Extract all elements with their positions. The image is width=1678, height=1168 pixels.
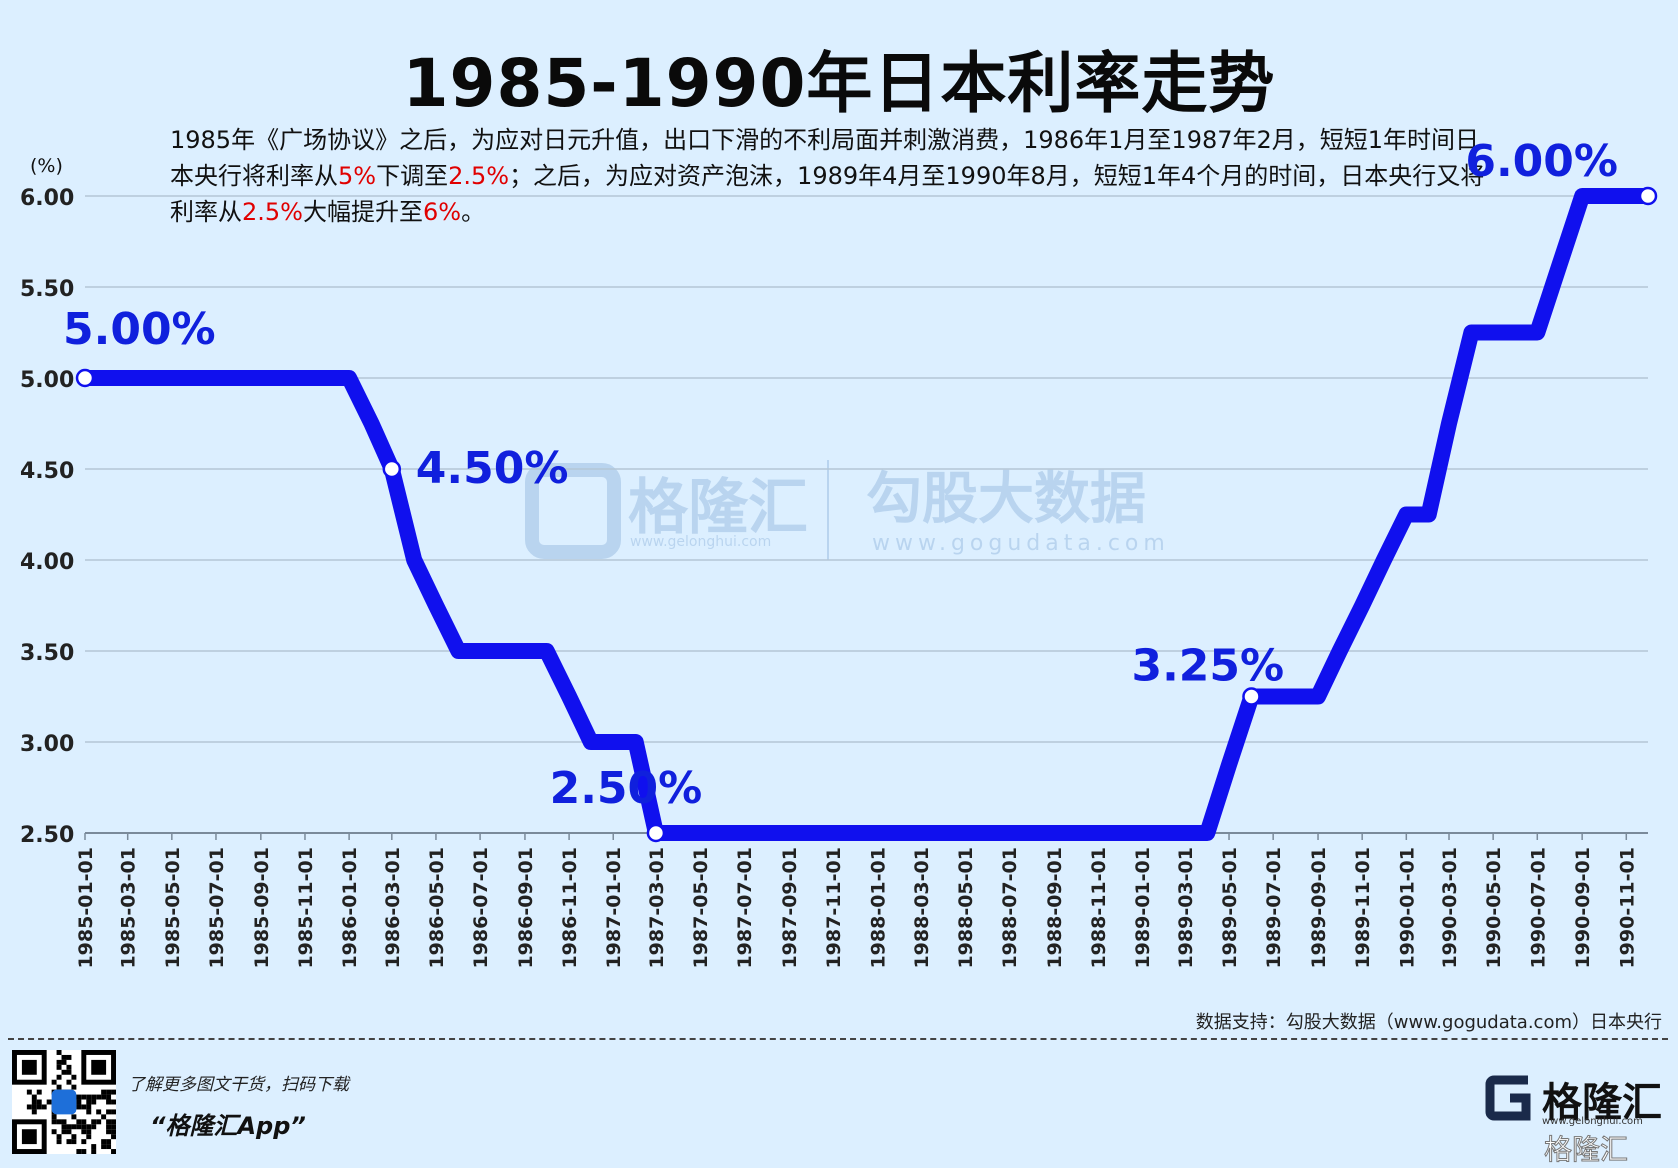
- data-label: 2.50%: [550, 763, 703, 814]
- x-tick-label: 1985-07-01: [206, 847, 228, 969]
- watermark-logo-icon: [525, 463, 621, 559]
- data-labels: 5.00% 4.50% 2.50% 3.25% 6.00%: [63, 136, 1618, 814]
- y-tick-label: 2.50: [20, 823, 74, 848]
- x-tick-label: 1986-11-01: [559, 847, 581, 969]
- footer-app-name: “格隆汇App”: [150, 1112, 306, 1140]
- chart-title: 1985-1990年日本利率走势: [402, 45, 1276, 122]
- description-text: 下调至: [376, 162, 449, 190]
- description-text: 大幅提升至: [302, 198, 423, 226]
- description-highlight: 5%: [338, 162, 377, 190]
- brand-name-watermark: 格隆汇: [1543, 1133, 1629, 1167]
- brand-logo-icon: [1485, 1075, 1531, 1121]
- x-tick-label: 1990-01-01: [1396, 847, 1418, 969]
- description-highlight: 2.5%: [448, 162, 510, 190]
- watermark: 格隆汇 www.gelonghui.com 勾股大数据 www.gogudata…: [525, 460, 1170, 560]
- x-tick-label: 1988-05-01: [955, 847, 977, 969]
- x-tick-label: 1986-07-01: [470, 847, 492, 969]
- x-tick-label: 1987-11-01: [823, 847, 845, 969]
- x-tick-label: 1989-09-01: [1308, 847, 1330, 969]
- y-axis-ticks: 2.50 3.00 3.50 4.00 4.50 5.00 5.50 6.00: [20, 186, 74, 848]
- brand-logo: 格隆汇 www.gelonghui.com 格隆汇: [1484, 1070, 1664, 1167]
- x-tick-label: 1990-05-01: [1483, 847, 1505, 969]
- y-tick-label: 6.00: [20, 186, 74, 211]
- y-tick-label: 5.50: [20, 277, 74, 302]
- data-point-marker: [646, 823, 666, 843]
- description-highlight: 6%: [422, 198, 462, 226]
- x-tick-label: 1985-05-01: [162, 847, 184, 969]
- y-tick-label: 5.00: [20, 368, 74, 393]
- y-tick-label: 3.50: [20, 641, 74, 666]
- watermark-data-brand: 勾股大数据: [866, 467, 1146, 532]
- footer-tagline: 了解更多图文干货，扫码下载: [128, 1075, 349, 1095]
- chart-description: 1985年《广场协议》之后，为应对日元升值，出口下滑的不利局面并刺激消费，198…: [170, 122, 1500, 230]
- watermark-data-url: www.gogudata.com: [872, 531, 1170, 556]
- data-point-marker: [75, 368, 95, 388]
- x-tick-label: 1985-09-01: [251, 847, 273, 969]
- footer-divider: [8, 1038, 1668, 1040]
- x-tick-label: 1986-05-01: [426, 847, 448, 969]
- x-tick-label: 1988-11-01: [1088, 847, 1110, 969]
- description-text: 。: [461, 198, 486, 226]
- x-tick-label: 1990-11-01: [1616, 847, 1638, 969]
- brand-url: www.gelonghui.com: [1542, 1116, 1643, 1127]
- x-tick-label: 1989-01-01: [1132, 847, 1154, 969]
- data-label: 4.50%: [416, 443, 569, 494]
- x-tick-label: 1987-01-01: [603, 847, 625, 969]
- y-tick-label: 4.50: [20, 459, 74, 484]
- x-tick-label: 1987-07-01: [734, 847, 756, 969]
- data-point-marker: [1242, 687, 1261, 706]
- qr-code-icon[interactable]: [12, 1050, 116, 1154]
- x-tick-label: 1987-05-01: [690, 847, 712, 969]
- x-tick-label: 1990-07-01: [1527, 847, 1549, 969]
- x-tick-label: 1986-09-01: [515, 847, 537, 969]
- series-markers: [75, 186, 1658, 843]
- x-tick-label: 1987-09-01: [779, 847, 801, 969]
- description-text: ；之后，为应对资产泡沫，1989年4月至1990年8月，短短1年4个月的时间，日…: [170, 162, 1485, 226]
- x-tick-label: 1985-11-01: [295, 847, 317, 969]
- y-tick-label: 3.00: [20, 732, 74, 757]
- x-tick-label: 1985-01-01: [75, 847, 97, 969]
- data-label: 6.00%: [1465, 136, 1618, 187]
- data-point-marker: [382, 459, 402, 479]
- brand-name: 格隆汇: [1542, 1080, 1662, 1126]
- series-line: [77, 188, 1656, 841]
- x-tick-label: 1990-03-01: [1439, 847, 1461, 969]
- x-tick-label: 1989-11-01: [1352, 847, 1374, 969]
- description-highlight: 2.5%: [242, 198, 303, 226]
- line-chart: 格隆汇 www.gelonghui.com 勾股大数据 www.gogudata…: [20, 136, 1658, 969]
- x-tick-label: 1986-03-01: [382, 847, 404, 969]
- x-axis-ticks: 1985-01-01 1985-03-01 1985-05-01 1985-07-01…: [75, 833, 1638, 969]
- x-tick-label: 1986-01-01: [339, 847, 361, 969]
- data-label: 3.25%: [1131, 641, 1284, 692]
- x-tick-label: 1990-09-01: [1572, 847, 1594, 969]
- y-tick-label: 4.00: [20, 550, 74, 575]
- description-text: 1985年《广场协议》之后，为应对日元升值，出口下滑的不利局面并刺激消费，198…: [170, 126, 1480, 190]
- y-axis-unit-label: (%): [30, 155, 63, 177]
- x-tick-label: 1988-03-01: [911, 847, 933, 969]
- x-tick-label: 1985-03-01: [118, 847, 140, 969]
- x-tick-label: 1989-07-01: [1263, 847, 1285, 969]
- watermark-brand: 格隆汇: [628, 473, 808, 543]
- x-tick-label: 1988-09-01: [1044, 847, 1066, 969]
- watermark-brand-url: www.gelonghui.com: [630, 534, 771, 550]
- x-tick-label: 1989-05-01: [1219, 847, 1241, 969]
- x-tick-label: 1988-01-01: [867, 847, 889, 969]
- data-point-marker: [1638, 186, 1658, 206]
- data-label: 5.00%: [63, 304, 216, 355]
- x-tick-label: 1989-03-01: [1175, 847, 1197, 969]
- x-tick-label: 1987-03-01: [646, 847, 668, 969]
- x-tick-label: 1988-07-01: [999, 847, 1021, 969]
- data-source-note: 数据支持：勾股大数据（www.gogudata.com）日本央行: [1195, 1012, 1662, 1033]
